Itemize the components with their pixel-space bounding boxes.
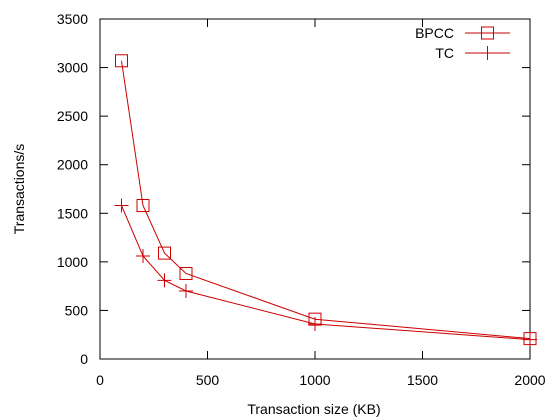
y-tick-label: 3500 xyxy=(57,11,88,27)
plot-area-frame xyxy=(99,18,531,360)
legend-label-bpcc: BPCC xyxy=(415,25,454,41)
data-point-tc xyxy=(308,317,322,332)
legend-marker-bpcc xyxy=(481,26,494,40)
data-point-bpcc xyxy=(136,199,150,213)
axis-ticks: 0 500 1000 1500 2000 0 500 1000 1500 2000 2500 3000… xyxy=(57,11,546,388)
data-point-tc xyxy=(157,273,172,288)
x-tick-label: 0 xyxy=(96,372,104,388)
x-axis-label: Transaction size (KB) xyxy=(247,401,380,417)
data-point-tc xyxy=(523,332,537,347)
x-tick-label: 1500 xyxy=(407,372,438,388)
y-tick-label: 2500 xyxy=(57,108,88,124)
data-point-tc xyxy=(136,249,150,264)
y-tick-label: 1000 xyxy=(57,254,88,270)
y-tick-label: 3000 xyxy=(57,60,88,76)
data-point-bpcc xyxy=(115,54,128,68)
x-tick-label: 1000 xyxy=(299,372,330,388)
x-tick-label: 2000 xyxy=(514,372,545,388)
data-point-bpcc xyxy=(179,267,193,281)
y-tick-label: 0 xyxy=(80,351,88,367)
y-tick-label: 2000 xyxy=(57,157,88,173)
legend: BPCC TC xyxy=(415,25,510,61)
legend-label-tc: TC xyxy=(435,45,454,61)
data-point-tc xyxy=(114,198,129,213)
series-line-tc xyxy=(121,205,531,341)
legend-marker-tc xyxy=(480,46,495,60)
data-point-tc xyxy=(179,284,193,298)
y-tick-label: 500 xyxy=(65,302,89,318)
series-layer xyxy=(114,54,537,347)
y-axis-label: Transactions/s xyxy=(11,144,27,235)
y-tick-label: 1500 xyxy=(57,205,88,221)
series-line-bpcc xyxy=(121,60,531,340)
data-point-bpcc xyxy=(158,246,171,260)
x-tick-label: 500 xyxy=(196,372,220,388)
